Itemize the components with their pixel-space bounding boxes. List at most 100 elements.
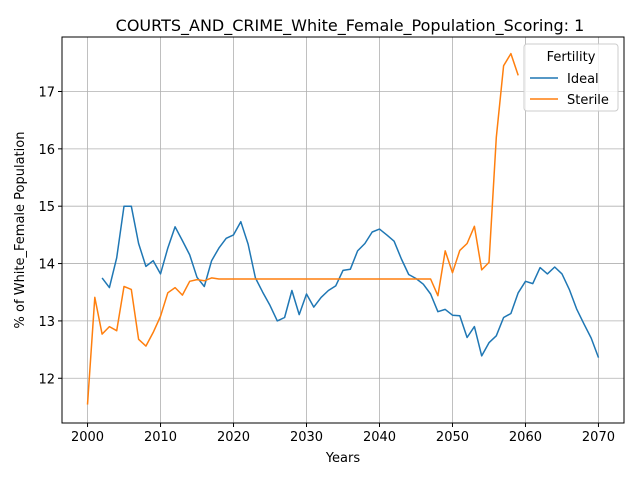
data-point-sterile <box>298 278 300 280</box>
x-axis-label: Years <box>325 451 361 466</box>
data-point-sterile <box>160 316 162 318</box>
data-point-sterile <box>255 278 257 280</box>
chart-title: COURTS_AND_CRIME_White_Female_Population… <box>116 16 585 36</box>
data-point-sterile <box>204 280 206 282</box>
data-point-sterile <box>430 278 432 280</box>
data-point-sterile <box>240 278 242 280</box>
data-point-sterile <box>116 330 118 332</box>
data-point-ideal <box>152 260 154 262</box>
data-point-ideal <box>218 247 220 249</box>
data-point-ideal <box>298 314 300 316</box>
data-point-ideal <box>452 314 454 316</box>
data-point-ideal <box>532 283 534 285</box>
data-point-sterile <box>131 289 133 291</box>
data-point-ideal <box>313 306 315 308</box>
data-point-ideal <box>371 231 373 233</box>
data-point-ideal <box>423 283 425 285</box>
data-point-sterile <box>401 278 403 280</box>
data-point-sterile <box>233 278 235 280</box>
data-point-sterile <box>466 243 468 245</box>
x-tick-label: 2050 <box>436 430 469 445</box>
data-point-sterile <box>87 404 89 406</box>
data-point-sterile <box>437 295 439 297</box>
data-point-ideal <box>496 335 498 337</box>
data-point-sterile <box>123 286 125 288</box>
data-point-ideal <box>517 292 519 294</box>
data-point-sterile <box>152 332 154 334</box>
data-point-ideal <box>539 267 541 269</box>
data-point-sterile <box>269 278 271 280</box>
data-point-ideal <box>167 247 169 249</box>
data-point-ideal <box>561 273 563 275</box>
data-point-sterile <box>459 250 461 252</box>
data-point-ideal <box>225 238 227 240</box>
series-layer <box>86 52 600 406</box>
data-point-sterile <box>488 262 490 264</box>
data-point-ideal <box>554 266 556 268</box>
data-point-ideal <box>116 257 118 259</box>
data-point-ideal <box>101 277 103 279</box>
data-point-ideal <box>138 243 140 245</box>
data-point-sterile <box>109 326 111 328</box>
data-point-ideal <box>525 281 527 283</box>
y-axis-label: % of White_Female Population <box>13 132 28 329</box>
data-point-sterile <box>393 278 395 280</box>
series-line-sterile <box>86 52 519 405</box>
data-point-sterile <box>284 278 286 280</box>
data-point-ideal <box>350 269 352 271</box>
data-point-sterile <box>350 278 352 280</box>
x-tick-label: 2060 <box>509 430 542 445</box>
data-point-sterile <box>342 278 344 280</box>
y-tick-label: 17 <box>38 85 55 100</box>
data-point-sterile <box>262 278 264 280</box>
data-point-ideal <box>160 273 162 275</box>
data-point-ideal <box>481 355 483 357</box>
data-point-sterile <box>320 278 322 280</box>
data-point-ideal <box>393 240 395 242</box>
data-point-ideal <box>547 273 549 275</box>
data-point-sterile <box>145 345 147 347</box>
data-point-sterile <box>510 53 512 55</box>
x-tick-label: 2010 <box>144 430 177 445</box>
legend-title: Fertility <box>547 50 596 65</box>
legend-label-ideal: Ideal <box>567 72 599 87</box>
data-point-ideal <box>474 326 476 328</box>
data-point-ideal <box>211 260 213 262</box>
data-point-ideal <box>269 305 271 307</box>
data-point-ideal <box>204 286 206 288</box>
data-point-ideal <box>174 226 176 228</box>
data-point-ideal <box>277 320 279 322</box>
data-point-ideal <box>233 234 235 236</box>
data-point-sterile <box>423 278 425 280</box>
y-tick-label: 14 <box>38 258 55 273</box>
data-point-sterile <box>218 278 220 280</box>
data-point-ideal <box>123 205 125 207</box>
data-point-sterile <box>335 278 337 280</box>
data-point-sterile <box>247 278 249 280</box>
data-point-sterile <box>101 333 103 335</box>
plot-frame <box>61 36 625 424</box>
legend-box <box>523 43 619 112</box>
x-tick-label: 2040 <box>363 430 396 445</box>
legend-label-sterile: Sterile <box>567 93 609 108</box>
data-point-sterile <box>328 278 330 280</box>
data-point-ideal <box>510 313 512 315</box>
data-point-sterile <box>306 278 308 280</box>
data-point-sterile <box>174 287 176 289</box>
data-point-ideal <box>598 357 600 359</box>
data-point-ideal <box>590 337 592 339</box>
data-point-ideal <box>569 289 571 291</box>
data-point-ideal <box>320 297 322 299</box>
data-point-ideal <box>182 240 184 242</box>
data-point-ideal <box>459 315 461 317</box>
data-point-sterile <box>357 278 359 280</box>
data-point-ideal <box>357 250 359 252</box>
data-point-sterile <box>379 278 381 280</box>
data-point-ideal <box>430 293 432 295</box>
data-point-sterile <box>277 278 279 280</box>
data-point-ideal <box>583 323 585 325</box>
data-point-ideal <box>401 258 403 260</box>
legend: Fertility Ideal Sterile <box>523 43 619 112</box>
x-tick-label: 2020 <box>217 430 250 445</box>
